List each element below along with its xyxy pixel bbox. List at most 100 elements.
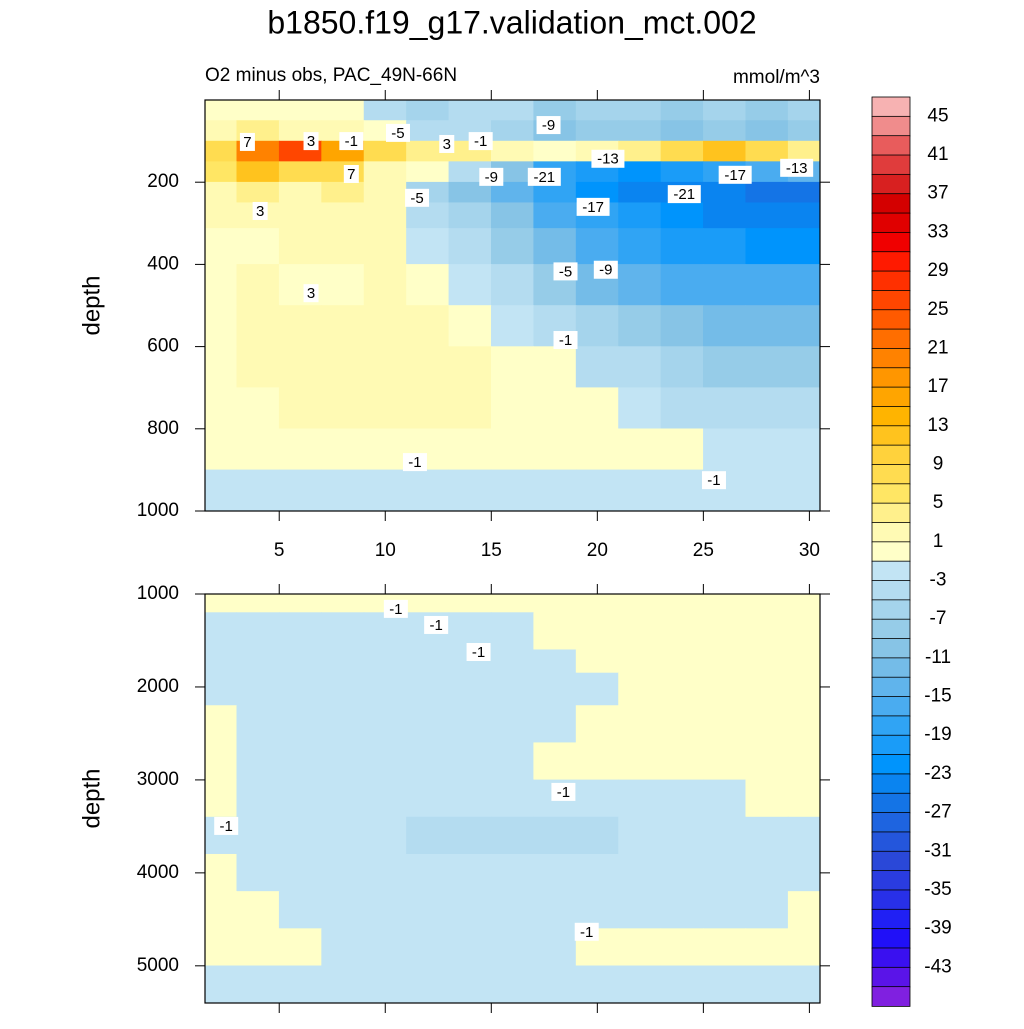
contour-label-box: [405, 188, 430, 207]
contour-cell: [660, 965, 704, 1003]
contour-cell: [406, 630, 450, 651]
contour-cell: [660, 305, 704, 347]
contour-cell: [490, 816, 535, 855]
contour-cell: [363, 140, 407, 162]
contour-cell: [205, 672, 238, 706]
contour-cell: [236, 594, 280, 613]
contour-cell: [745, 428, 789, 471]
contour-label: -1: [408, 454, 421, 471]
colorbar-box: [871, 908, 911, 930]
contour-cell: [703, 100, 747, 121]
contour-cell: [205, 779, 238, 818]
colorbar-label: 25: [927, 299, 948, 320]
colorbar-box: [871, 773, 911, 795]
contour-cell: [205, 612, 238, 632]
colorbar-box: [871, 812, 911, 833]
contour-cell: [321, 469, 365, 511]
colorbar-box: [871, 173, 911, 195]
colorbar-label: 5: [933, 492, 944, 513]
colorbar-box: [871, 251, 911, 272]
contour-cell: [745, 928, 789, 967]
contour-cell: [533, 816, 577, 855]
contour-cell: [787, 779, 820, 818]
contour-cell: [618, 742, 662, 781]
contour-label-box: [780, 158, 814, 177]
contour-cell: [533, 594, 577, 613]
contour-label: -21: [673, 186, 695, 203]
contour-cell: [406, 100, 450, 121]
y-tick-label: 1000: [137, 583, 179, 604]
contour-cell: [787, 346, 820, 388]
colorbar-label: -27: [924, 802, 951, 823]
contour-cell: [278, 928, 322, 967]
contour-cell: [363, 100, 407, 121]
contour-cell: [363, 346, 407, 388]
contour-label: -1: [559, 332, 572, 349]
contour-label-box: [468, 132, 493, 151]
contour-cell: [490, 181, 535, 204]
contour-cell: [236, 630, 280, 651]
contour-cell: [321, 264, 365, 306]
contour-cell: [236, 742, 280, 781]
contour-cell: [205, 630, 238, 651]
contour-cell: [205, 305, 238, 347]
contour-label-box: [701, 471, 726, 490]
contour-label: -5: [410, 190, 423, 207]
contour-cell: [490, 469, 535, 511]
colorbar-box: [871, 406, 911, 427]
contour-cell: [618, 346, 662, 388]
contour-cell: [575, 612, 619, 632]
contour-cell: [205, 100, 238, 121]
contour-label-box: [551, 782, 576, 801]
contour-cell: [205, 428, 238, 471]
contour-label: -1: [707, 472, 720, 489]
colorbar-box: [871, 425, 911, 446]
contour-cell: [703, 816, 747, 855]
contour-label-box: [479, 167, 504, 186]
contour-label-box: [303, 132, 319, 151]
contour-cell: [448, 612, 492, 632]
contour-label-box: [591, 149, 625, 168]
colorbar-box: [871, 831, 911, 853]
contour-cell: [205, 202, 238, 229]
contour-cell: [278, 965, 322, 1003]
contour-label-box: [576, 197, 610, 216]
contour-cell: [363, 965, 407, 1003]
contour-cell: [321, 594, 365, 613]
contour-label-box: [667, 185, 701, 204]
contour-cell: [363, 387, 407, 430]
contour-cell: [787, 469, 820, 511]
contour-cell: [205, 264, 238, 306]
contour-cell: [363, 928, 407, 967]
contour-cell: [703, 630, 747, 651]
y-tick-label: 4000: [137, 862, 179, 883]
colorbar-box: [871, 309, 911, 330]
contour-cell: [236, 469, 280, 511]
contour-label-box: [439, 134, 455, 153]
contour-cell: [660, 469, 704, 511]
contour-cell: [321, 816, 365, 855]
colorbar-box: [871, 792, 911, 814]
colorbar-box: [871, 135, 911, 156]
contour-cell: [745, 120, 789, 142]
contour-cell: [205, 742, 238, 781]
contour-cell: [236, 346, 280, 388]
contour-cell: [703, 672, 747, 706]
contour-cell: [321, 853, 365, 892]
contour-cell: [618, 387, 662, 430]
contour-cell: [406, 202, 450, 229]
colorbar-box: [871, 367, 911, 388]
contour-cell: [406, 965, 450, 1003]
contour-cell: [660, 428, 704, 471]
colorbar-label: -3: [930, 570, 947, 591]
contour-cell: [787, 705, 820, 744]
contour-cell: [205, 228, 238, 265]
y-tick-label: 5000: [137, 955, 179, 976]
contour-cell: [448, 100, 492, 121]
colorbar-box: [871, 734, 911, 756]
contour-cell: [703, 228, 747, 265]
contour-cell: [787, 387, 820, 430]
contour-cell: [660, 228, 704, 265]
contour-cell: [490, 649, 535, 674]
contour-cell: [745, 100, 789, 121]
